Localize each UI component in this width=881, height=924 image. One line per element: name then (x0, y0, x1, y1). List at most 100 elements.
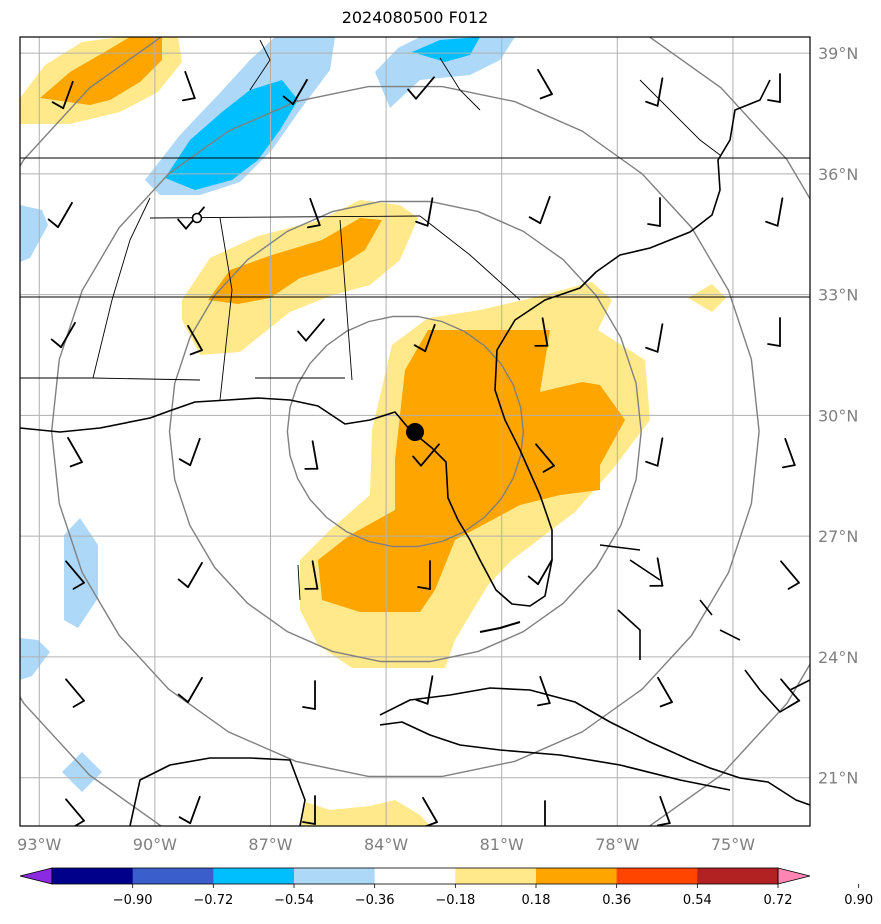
wind-barb (178, 795, 201, 825)
map-title: 2024080500 F012 (341, 8, 489, 27)
wind-barb (645, 77, 664, 107)
wind-barb (780, 678, 800, 708)
latitude-label: 21°N (818, 769, 858, 788)
wind-barb (534, 317, 549, 347)
wind-barb (306, 197, 321, 229)
secondary-marker (191, 212, 203, 224)
wind-barb (645, 437, 664, 467)
cuba-south (379, 721, 731, 791)
wind-barb (780, 560, 800, 590)
florida-keys (479, 621, 521, 633)
latitude-label: 30°N (818, 406, 858, 425)
latitude-label: 24°N (818, 648, 858, 667)
colorbar-tick-label: −0.90 (113, 893, 153, 908)
wind-barbs (47, 68, 800, 826)
colorbar-segment (294, 868, 376, 884)
wind-barb (302, 680, 316, 710)
shaded-field-layer (20, 37, 726, 826)
wind-barb (656, 795, 671, 826)
wind-barb (282, 78, 308, 106)
wind-barb (407, 76, 435, 100)
storm-center-marker (406, 423, 424, 441)
wind-barb (302, 795, 316, 825)
positive-anomaly-light (688, 284, 726, 312)
wind-barb (177, 561, 203, 589)
negative-anomaly-light (62, 752, 102, 792)
wind-barb (415, 197, 434, 227)
positive-anomaly-mid (208, 218, 382, 304)
colorbar-tick-label: 0.18 (522, 893, 551, 908)
positive-anomaly-light (300, 800, 430, 826)
longitude-label: 81°W (480, 835, 524, 854)
wind-barb (297, 318, 325, 342)
wind-barb (645, 323, 664, 353)
wind-barb (413, 323, 436, 353)
cuba (379, 687, 810, 806)
negative-anomaly-mid (165, 80, 298, 190)
colorbar-segment (616, 868, 698, 884)
wind-barb (177, 676, 203, 704)
colorbar-tick-label: 0.36 (602, 893, 631, 908)
wind-barb (767, 73, 781, 103)
hispaniola (789, 679, 810, 691)
wind-barb (51, 80, 74, 110)
colorbar: −0.90 −0.72 −0.54 −0.36 −0.18 0.18 0.36 0.54 0.7… (19, 867, 873, 908)
colorbar-tick-label: 0.72 (764, 893, 793, 908)
latitude-label: 36°N (818, 165, 858, 184)
wind-barb (304, 440, 319, 470)
wind-barb (65, 678, 85, 708)
wind-barb (537, 68, 553, 100)
bahamas (599, 544, 801, 713)
colorbar-segment (374, 868, 456, 884)
colorbar-segment (213, 868, 295, 884)
colorbar-segment (455, 868, 537, 884)
latitude-label: 27°N (818, 527, 858, 546)
wind-barb (649, 557, 664, 587)
colorbar-tick-label: −0.36 (355, 893, 395, 908)
longitude-label: 84°W (364, 835, 408, 854)
colorbar-segment (52, 868, 134, 884)
coastlines (20, 79, 810, 826)
positive-anomaly-mid (318, 330, 625, 612)
range-ring (168, 200, 642, 663)
longitude-label: 93°W (17, 835, 61, 854)
latitude-label: 39°N (818, 44, 858, 63)
longitude-label: 75°W (711, 835, 755, 854)
longitude-label: 90°W (133, 835, 177, 854)
wind-barb (65, 560, 85, 590)
wind-barb (47, 201, 73, 229)
negative-anomaly-light (20, 205, 48, 262)
wind-barb (412, 443, 440, 467)
wind-barb (187, 324, 203, 356)
wind-barb (536, 675, 551, 707)
colorbar-tick-label: −0.18 (435, 893, 475, 908)
longitude-labels: 93°W 90°W 87°W 84°W 81°W 78°W 75°W (17, 835, 755, 854)
wind-barb (544, 800, 546, 826)
wind-barb (647, 197, 661, 227)
latitude-label: 33°N (818, 286, 858, 305)
wind-barb (527, 558, 553, 586)
colorbar-tick-label: −0.54 (274, 893, 314, 908)
longitude-label: 78°W (595, 835, 639, 854)
wind-barb (657, 676, 673, 708)
wind-barb (415, 675, 434, 705)
wind-barb (535, 443, 555, 473)
wind-barb (65, 798, 85, 826)
wind-barb (528, 195, 551, 225)
negative-anomaly-mid (412, 37, 480, 62)
colorbar-tick-label: 0.90 (844, 893, 873, 908)
wind-barb (417, 560, 431, 590)
map-frame (19, 36, 811, 827)
longitude-label: 87°W (248, 835, 292, 854)
colorbar-extend-low (19, 867, 53, 885)
gulf-coast (20, 79, 771, 607)
state-borders (20, 39, 810, 601)
wind-barb (781, 437, 796, 469)
negative-anomaly-light (375, 37, 515, 108)
wind-barb (181, 70, 196, 102)
gridlines (20, 37, 810, 826)
colorbar-segment (132, 868, 214, 884)
colorbar-extend-high (777, 867, 811, 885)
wind-barb (304, 560, 319, 590)
